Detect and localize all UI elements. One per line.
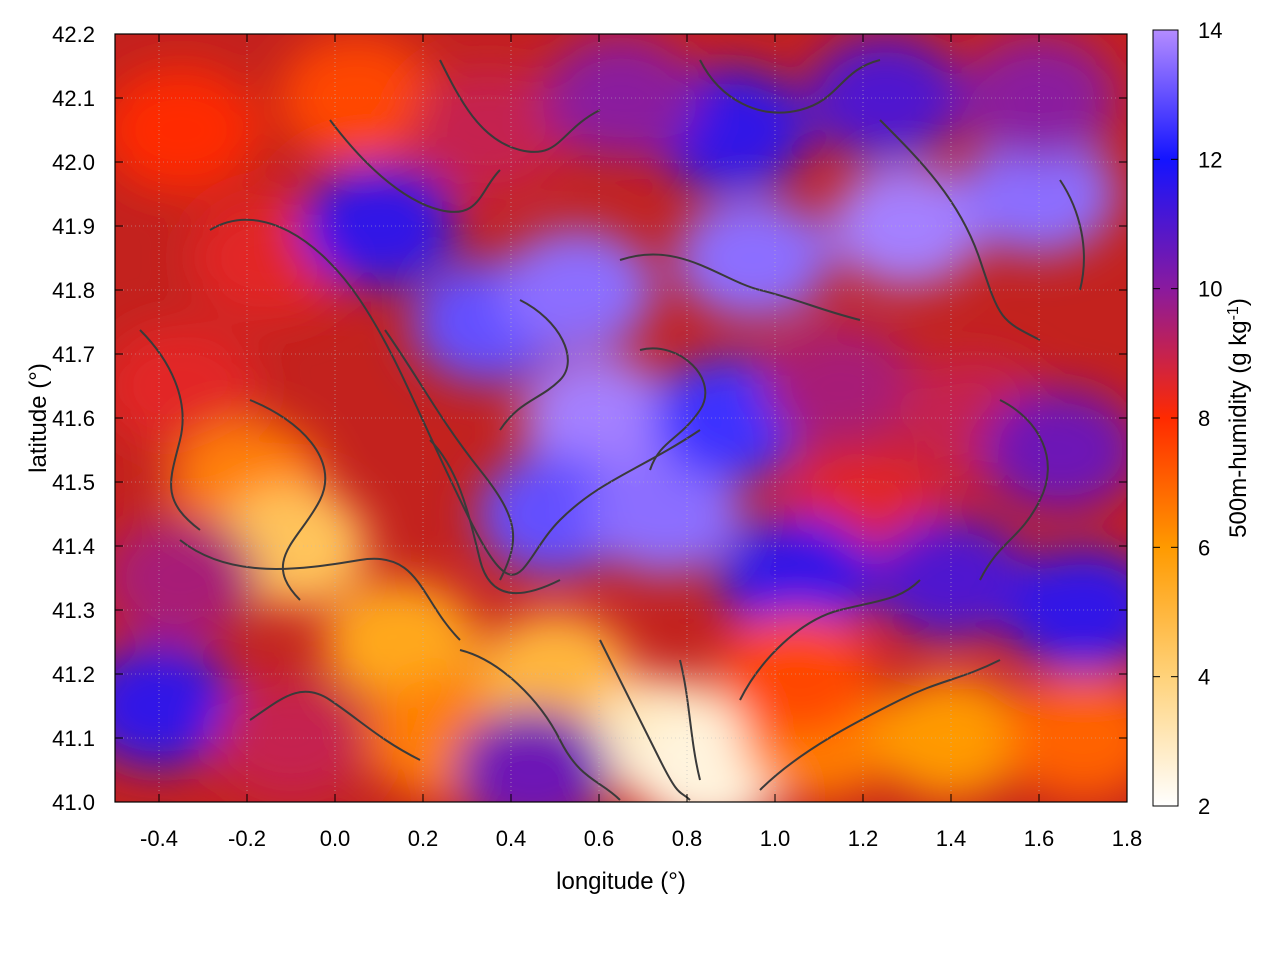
humidity-cell bbox=[455, 708, 611, 802]
humidity-cell bbox=[719, 516, 875, 640]
humidity-cell bbox=[115, 516, 259, 640]
contour-line bbox=[879, 119, 1041, 341]
contour-line bbox=[679, 659, 701, 781]
y-tick-label: 41.6 bbox=[52, 406, 95, 431]
humidity-cell bbox=[675, 196, 831, 320]
contour-lines bbox=[139, 59, 1085, 801]
colorbar-tick-label: 10 bbox=[1198, 277, 1222, 302]
y-tick-label: 41.5 bbox=[52, 470, 95, 495]
colorbar-tick-label: 8 bbox=[1198, 406, 1210, 431]
contour-line bbox=[439, 59, 601, 153]
humidity-cell bbox=[115, 324, 259, 448]
contour-line bbox=[699, 59, 881, 114]
y-axis-title: latitude (°) bbox=[25, 363, 52, 473]
humidity-cell bbox=[983, 388, 1127, 512]
colorbar-ticks bbox=[1153, 29, 1178, 807]
x-tick-label: 0.4 bbox=[496, 826, 527, 851]
x-tick-label: 0.2 bbox=[408, 826, 439, 851]
y-tick-label: 42.2 bbox=[52, 22, 95, 47]
colorbar-tick-label: 12 bbox=[1198, 147, 1222, 172]
contour-line bbox=[639, 347, 707, 471]
colorbar-tick-label: 4 bbox=[1198, 665, 1210, 690]
contour-line bbox=[139, 329, 201, 531]
contour-line bbox=[179, 539, 461, 641]
contour-line bbox=[329, 119, 501, 213]
humidity-cell bbox=[411, 68, 567, 192]
x-tick-label: 1.2 bbox=[848, 826, 879, 851]
y-tick-label: 41.8 bbox=[52, 278, 95, 303]
humidity-cell bbox=[763, 324, 919, 448]
x-tick-label: 1.6 bbox=[1024, 826, 1055, 851]
x-tick-label: 0.8 bbox=[672, 826, 703, 851]
humidity-cell bbox=[115, 68, 259, 192]
colorbar-title-superscript: -1 bbox=[1225, 306, 1242, 320]
colorbar-tick-label: 14 bbox=[1198, 18, 1222, 43]
y-tick-label: 41.2 bbox=[52, 662, 95, 687]
x-tick-label: 0.6 bbox=[584, 826, 615, 851]
contour-line bbox=[499, 299, 569, 431]
y-tick-labels: 41.0 41.1 41.2 41.3 41.4 41.5 41.6 41.7 41.8 41.9… bbox=[52, 22, 95, 815]
humidity-cell bbox=[587, 452, 743, 576]
humidity-cell bbox=[543, 36, 699, 160]
humidity-cell bbox=[1005, 676, 1127, 800]
plot-frame bbox=[114, 33, 1128, 803]
humidity-cell bbox=[807, 36, 963, 160]
colorbar-tick-label: 2 bbox=[1198, 794, 1210, 819]
y-tick-label: 41.9 bbox=[52, 214, 95, 239]
x-axis-title: longitude (°) bbox=[556, 868, 686, 895]
x-tick-labels: -0.4 -0.2 0.0 0.2 0.4 0.6 0.8 1.0 1.2 1.4 1.6 1.8 bbox=[140, 826, 1142, 851]
colorbar-title: 500m-humidity (g kg-1) bbox=[1225, 298, 1253, 538]
humidity-cell bbox=[279, 36, 435, 160]
contour-line bbox=[459, 649, 621, 801]
humidity-cell bbox=[499, 228, 655, 352]
y-tick-label: 42.0 bbox=[52, 150, 95, 175]
contour-line bbox=[249, 399, 327, 601]
y-tick-label: 41.3 bbox=[52, 598, 95, 623]
y-tick-label: 41.1 bbox=[52, 726, 95, 751]
humidity-cell bbox=[323, 580, 479, 704]
colorbar-tick-label: 6 bbox=[1198, 535, 1210, 560]
humidity-cell bbox=[477, 452, 633, 576]
contour-line bbox=[1059, 179, 1085, 291]
contour-line bbox=[979, 399, 1049, 581]
contour-line bbox=[249, 690, 421, 761]
humidity-cell bbox=[115, 644, 237, 768]
x-tick-label: 0.0 bbox=[320, 826, 351, 851]
y-tick-label: 41.7 bbox=[52, 342, 95, 367]
y-tick-label: 41.4 bbox=[52, 534, 95, 559]
x-tick-label: 1.0 bbox=[760, 826, 791, 851]
x-tick-label: -0.4 bbox=[140, 826, 178, 851]
y-tick-label: 41.0 bbox=[52, 790, 95, 815]
humidity-cell bbox=[719, 612, 875, 736]
humidity-field bbox=[115, 36, 1127, 802]
contour-line bbox=[759, 659, 1001, 791]
humidity-cell bbox=[1005, 548, 1127, 672]
x-tick-label: 1.4 bbox=[936, 826, 967, 851]
contour-line bbox=[429, 439, 561, 594]
x-tick-label: -0.2 bbox=[228, 826, 266, 851]
contour-line bbox=[384, 329, 515, 581]
contour-line bbox=[599, 639, 691, 801]
y-tick-label: 42.1 bbox=[52, 86, 95, 111]
colorbar-tick-labels: 2 4 6 8 10 12 14 bbox=[1198, 18, 1222, 819]
x-tick-label: 1.8 bbox=[1112, 826, 1143, 851]
